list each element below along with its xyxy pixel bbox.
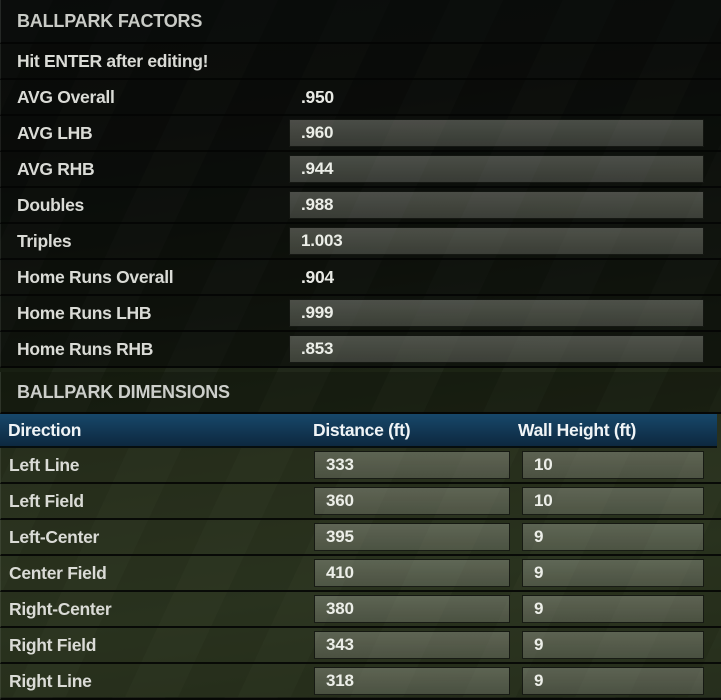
direction-label: Center Field xyxy=(9,563,107,583)
factors-section-header: BALLPARK FACTORS xyxy=(0,0,721,44)
direction-column-header: Direction xyxy=(8,420,82,440)
center-field-distance-input[interactable] xyxy=(314,559,510,587)
right-field-wall-height-input[interactable] xyxy=(522,631,704,659)
left-line-wall-height-input[interactable] xyxy=(522,451,704,479)
factor-row-doubles: Doubles xyxy=(0,188,721,224)
direction-label: Left-Center xyxy=(9,527,100,547)
avg-overall-value: .950 xyxy=(301,87,334,107)
home-runs-overall-value: .904 xyxy=(301,267,334,287)
factor-label: Triples xyxy=(17,231,72,251)
dimension-row-right-line: Right Line xyxy=(0,664,721,700)
factor-label: AVG LHB xyxy=(17,123,93,143)
direction-label: Right-Center xyxy=(9,599,112,619)
right-center-wall-height-input[interactable] xyxy=(522,595,704,623)
factor-label: AVG Overall xyxy=(17,87,115,107)
avg-rhb-input[interactable] xyxy=(289,155,704,183)
factor-label: Home Runs LHB xyxy=(17,303,152,323)
left-line-distance-input[interactable] xyxy=(314,451,510,479)
factor-label: AVG RHB xyxy=(17,159,95,179)
factor-row-home-runs-rhb: Home Runs RHB xyxy=(0,332,721,368)
home-runs-lhb-input[interactable] xyxy=(289,299,704,327)
factor-label: Doubles xyxy=(17,195,84,215)
dimension-row-left-line: Left Line xyxy=(0,448,721,484)
factor-row-avg-rhb: AVG RHB xyxy=(0,152,721,188)
factor-row-avg-lhb: AVG LHB xyxy=(0,116,721,152)
edit-notice-text: Hit ENTER after editing! xyxy=(17,51,209,71)
direction-label: Right Line xyxy=(9,671,92,691)
left-field-wall-height-input[interactable] xyxy=(522,487,704,515)
left-center-distance-input[interactable] xyxy=(314,523,510,551)
doubles-input[interactable] xyxy=(289,191,704,219)
dimensions-section-title: BALLPARK DIMENSIONS xyxy=(17,382,230,402)
wall-height-column-header: Wall Height (ft) xyxy=(518,420,636,440)
dimensions-section-header: BALLPARK DIMENSIONS xyxy=(0,372,721,414)
dimension-row-right-center: Right-Center xyxy=(0,592,721,628)
direction-label: Left Line xyxy=(9,455,80,475)
factor-label: Home Runs Overall xyxy=(17,267,174,287)
dimension-row-left-field: Left Field xyxy=(0,484,721,520)
factor-row-home-runs-overall: Home Runs Overall .904 xyxy=(0,260,721,296)
factor-row-avg-overall: AVG Overall .950 xyxy=(0,80,721,116)
right-field-distance-input[interactable] xyxy=(314,631,510,659)
factors-section-title: BALLPARK FACTORS xyxy=(17,11,203,31)
left-field-distance-input[interactable] xyxy=(314,487,510,515)
right-line-wall-height-input[interactable] xyxy=(522,667,704,695)
dimension-row-center-field: Center Field xyxy=(0,556,721,592)
factor-row-home-runs-lhb: Home Runs LHB xyxy=(0,296,721,332)
left-center-wall-height-input[interactable] xyxy=(522,523,704,551)
home-runs-rhb-input[interactable] xyxy=(289,335,704,363)
distance-column-header: Distance (ft) xyxy=(313,420,411,440)
direction-label: Right Field xyxy=(9,635,97,655)
right-center-distance-input[interactable] xyxy=(314,595,510,623)
dimension-row-left-center: Left-Center xyxy=(0,520,721,556)
factor-label: Home Runs RHB xyxy=(17,339,154,359)
direction-label: Left Field xyxy=(9,491,84,511)
dimension-row-right-field: Right Field xyxy=(0,628,721,664)
factor-row-triples: Triples xyxy=(0,224,721,260)
triples-input[interactable] xyxy=(289,227,704,255)
center-field-wall-height-input[interactable] xyxy=(522,559,704,587)
right-line-distance-input[interactable] xyxy=(314,667,510,695)
dimensions-table-header: Direction Distance (ft) Wall Height (ft) xyxy=(0,414,717,448)
avg-lhb-input[interactable] xyxy=(289,119,704,147)
edit-notice-row: Hit ENTER after editing! xyxy=(0,44,721,80)
